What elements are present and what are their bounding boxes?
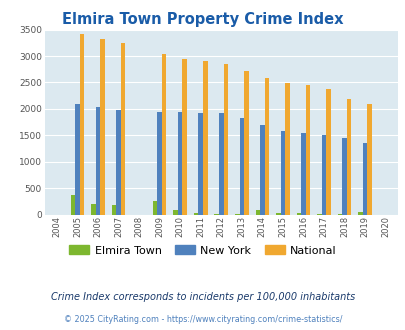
Text: Elmira Town Property Crime Index: Elmira Town Property Crime Index — [62, 12, 343, 26]
Text: © 2025 CityRating.com - https://www.cityrating.com/crime-statistics/: © 2025 CityRating.com - https://www.city… — [64, 315, 341, 324]
Bar — [280, 131, 284, 214]
Bar — [70, 195, 75, 214]
Bar — [79, 34, 84, 214]
Bar — [264, 78, 269, 214]
Bar — [162, 54, 166, 214]
Bar — [239, 118, 243, 214]
Bar — [121, 43, 125, 214]
Bar — [255, 210, 260, 214]
Text: Crime Index corresponds to incidents per 100,000 inhabitants: Crime Index corresponds to incidents per… — [51, 292, 354, 302]
Bar — [367, 104, 371, 214]
Bar — [301, 133, 305, 214]
Bar — [153, 201, 157, 214]
Bar — [177, 112, 182, 214]
Bar — [91, 204, 96, 214]
Bar — [182, 59, 187, 214]
Bar — [194, 214, 198, 215]
Bar — [198, 113, 202, 214]
Bar — [346, 99, 350, 214]
Bar — [243, 71, 248, 214]
Bar — [75, 104, 79, 214]
Bar — [325, 89, 330, 214]
Bar — [341, 139, 346, 214]
Bar — [305, 84, 309, 214]
Bar — [96, 107, 100, 214]
Legend: Elmira Town, New York, National: Elmira Town, New York, National — [64, 241, 341, 260]
Bar — [223, 64, 228, 214]
Bar — [275, 214, 280, 215]
Bar — [357, 212, 362, 215]
Bar — [260, 125, 264, 214]
Bar — [321, 135, 325, 214]
Bar — [362, 143, 367, 214]
Bar — [202, 61, 207, 214]
Bar — [111, 205, 116, 214]
Bar — [157, 112, 162, 214]
Bar — [116, 110, 121, 214]
Bar — [296, 213, 301, 214]
Bar — [100, 39, 104, 214]
Bar — [284, 83, 289, 214]
Bar — [173, 210, 177, 214]
Bar — [218, 113, 223, 214]
